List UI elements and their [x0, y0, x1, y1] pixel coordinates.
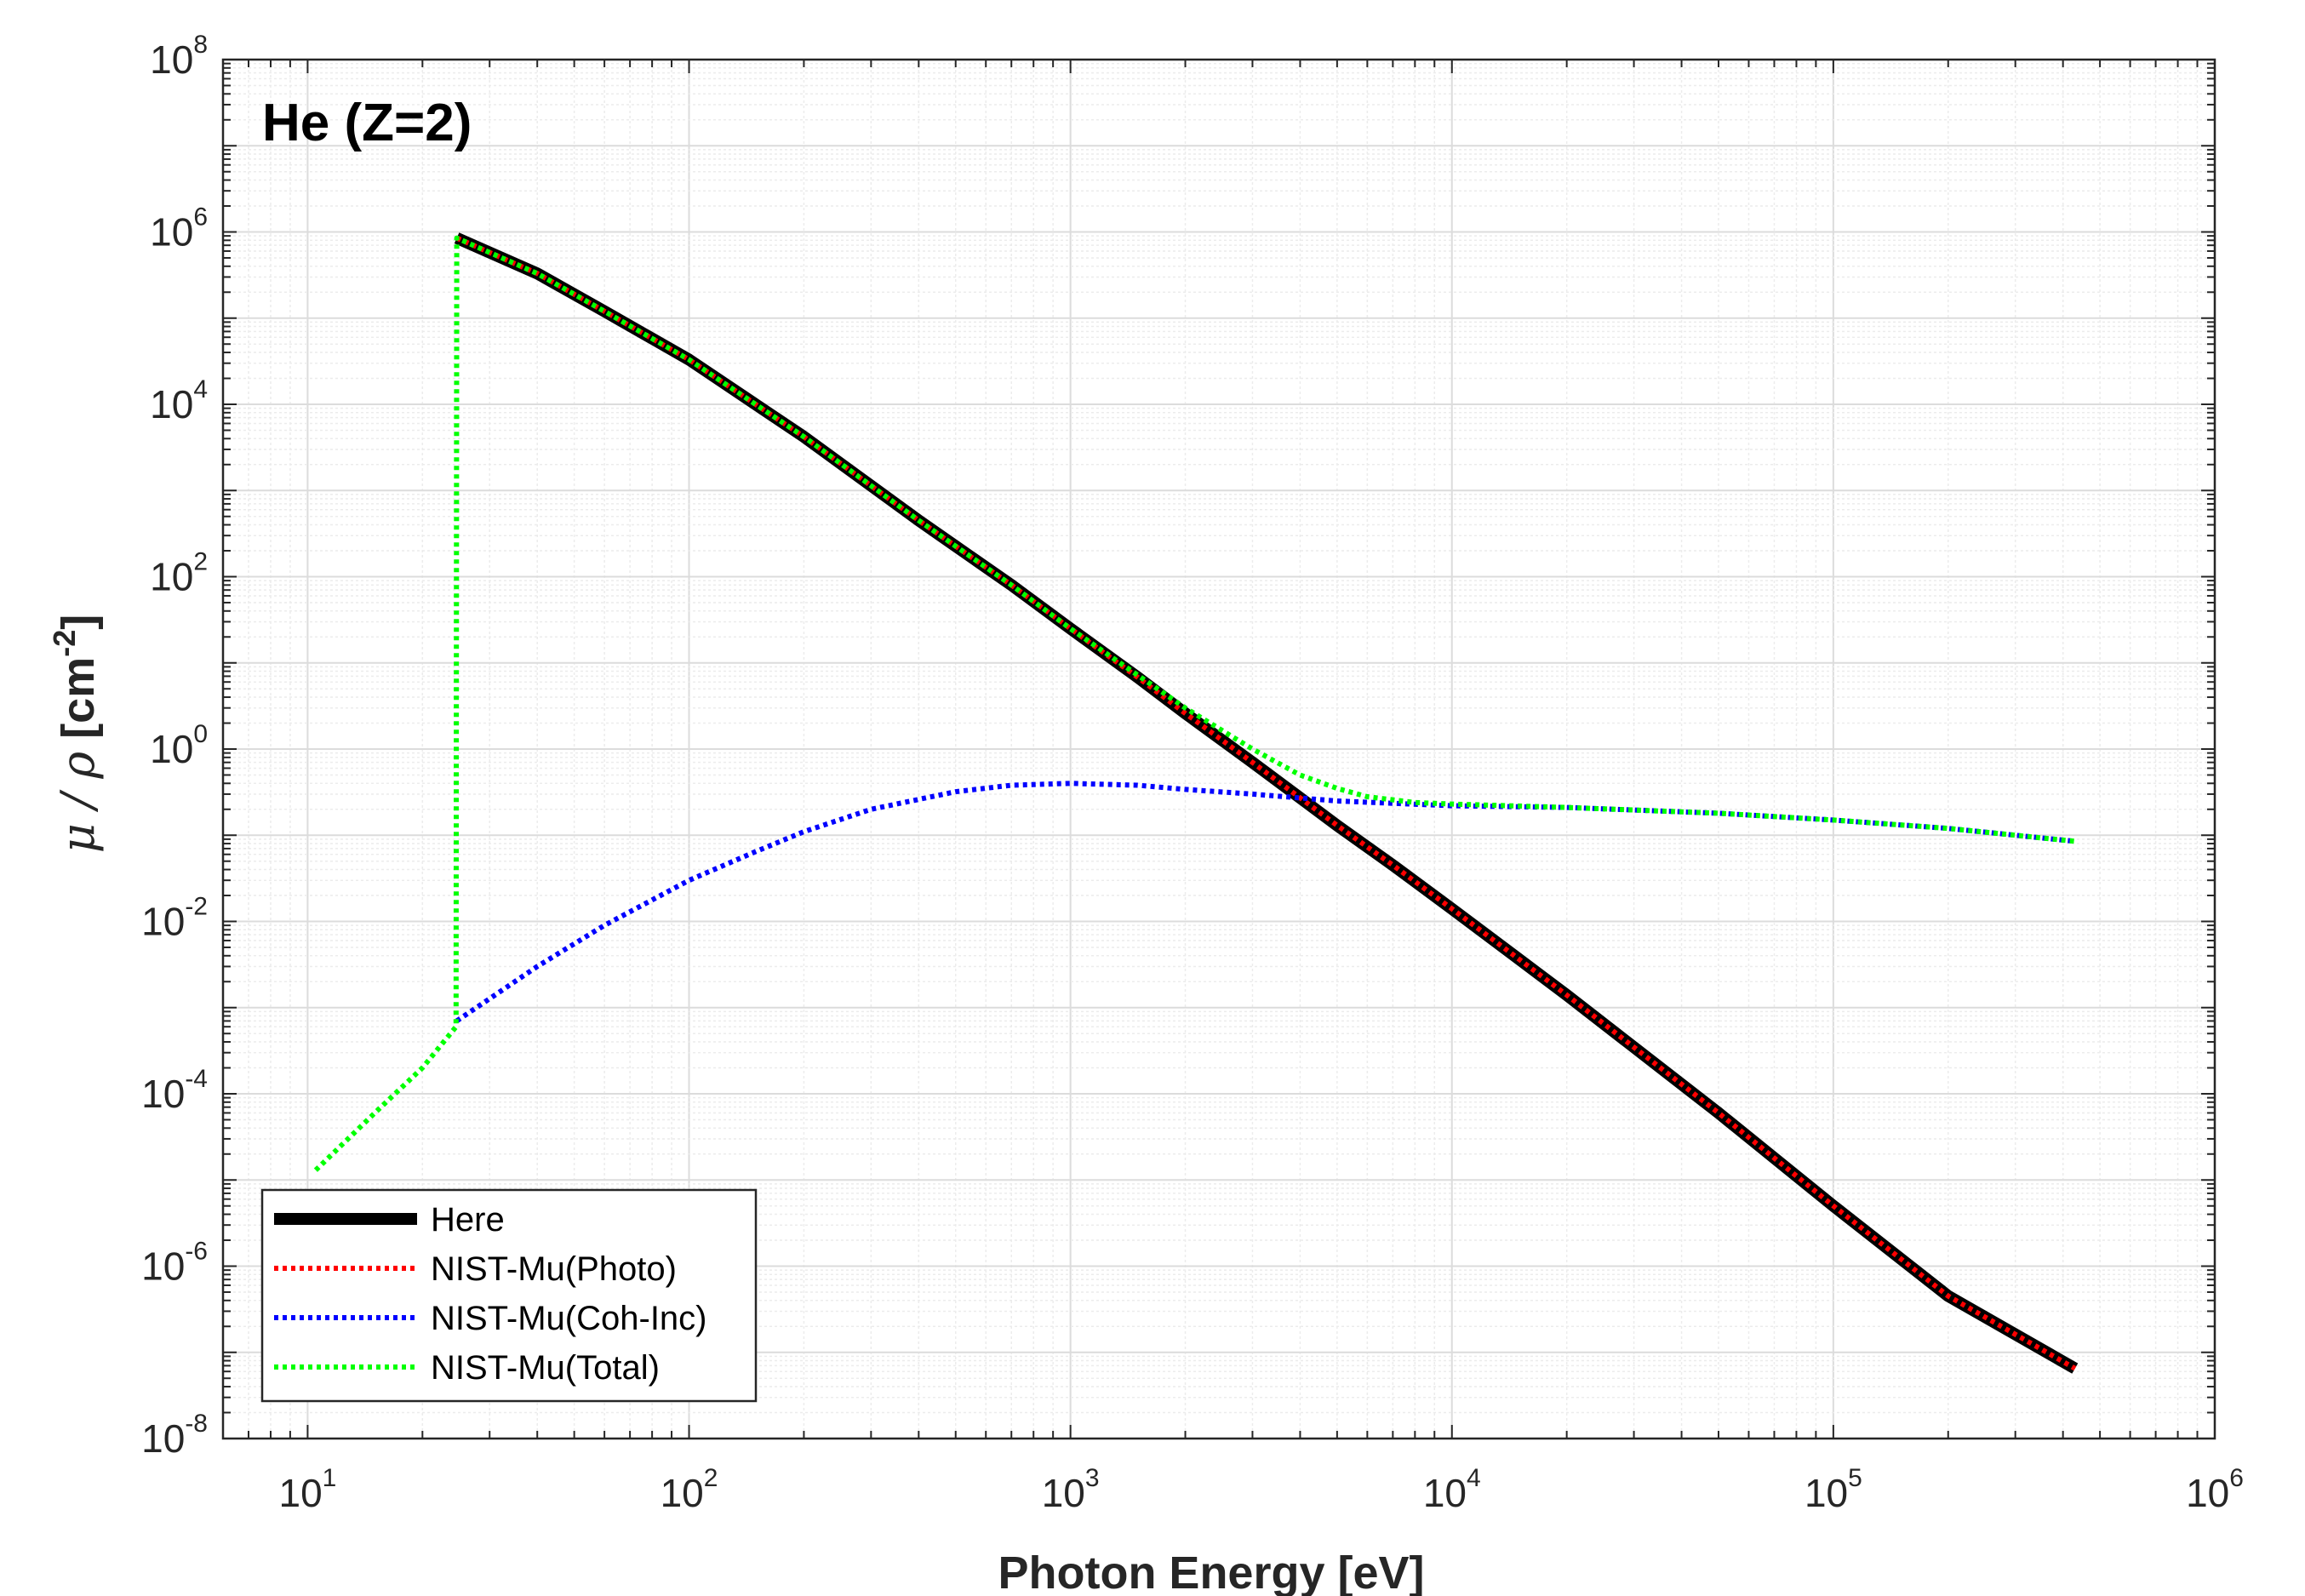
legend-label: Here	[431, 1201, 505, 1238]
y-tick-label: 10-2	[141, 893, 208, 944]
series-layer	[313, 232, 2079, 1374]
tick-labels: 101 102 103 104 105 106 10-8 10-6 10-4 10-2 100 102…	[141, 31, 2244, 1515]
series-line-nist-mu-photo-	[455, 235, 2077, 1371]
x-tick-label: 103	[1042, 1464, 1100, 1515]
y-tick-label: 10-6	[141, 1238, 208, 1289]
y-tick-label: 10-8	[141, 1410, 208, 1461]
x-tick-label: 106	[2186, 1464, 2244, 1515]
y-axis-label-slash: /	[51, 779, 105, 824]
legend-label: NIST-Mu(Photo)	[431, 1250, 677, 1288]
y-tick-label: 10-4	[141, 1065, 208, 1116]
chart-title: He (Z=2)	[262, 94, 472, 152]
y-axis-label-unit: [cm	[53, 657, 104, 752]
y-axis-label-unit-close: ]	[53, 615, 104, 630]
y-axis-label-rho: ρ	[51, 752, 105, 780]
series-line-nist-mu-total-	[313, 235, 2076, 1172]
grid	[222, 59, 2216, 1439]
y-tick-label: 100	[150, 720, 208, 771]
ticks	[222, 59, 2216, 1439]
y-tick-label: 102	[150, 548, 208, 599]
x-tick-label: 104	[1423, 1464, 1481, 1515]
y-tick-label: 104	[150, 375, 208, 426]
y-tick-label: 108	[150, 31, 208, 82]
legend-label: NIST-Mu(Total)	[431, 1349, 660, 1387]
x-tick-label: 101	[278, 1464, 336, 1515]
series-line-nist-mu-coh-inc-	[455, 781, 2076, 1023]
y-axis-label-mu: μ	[51, 823, 105, 853]
legend-label: NIST-Mu(Coh-Inc)	[431, 1300, 707, 1337]
x-tick-label: 102	[661, 1464, 718, 1515]
y-tick-label: 106	[150, 203, 208, 255]
x-axis-label: Photon Energy [eV]	[998, 1547, 1424, 1596]
y-axis-label: μ / ρ [cm-2]	[47, 615, 105, 853]
legend: Here NIST-Mu(Photo) NIST-Mu(Coh-Inc) NIST-M…	[260, 1188, 758, 1403]
y-axis-label-unit-exp: -2	[47, 630, 82, 657]
x-tick-label: 105	[1805, 1464, 1862, 1515]
